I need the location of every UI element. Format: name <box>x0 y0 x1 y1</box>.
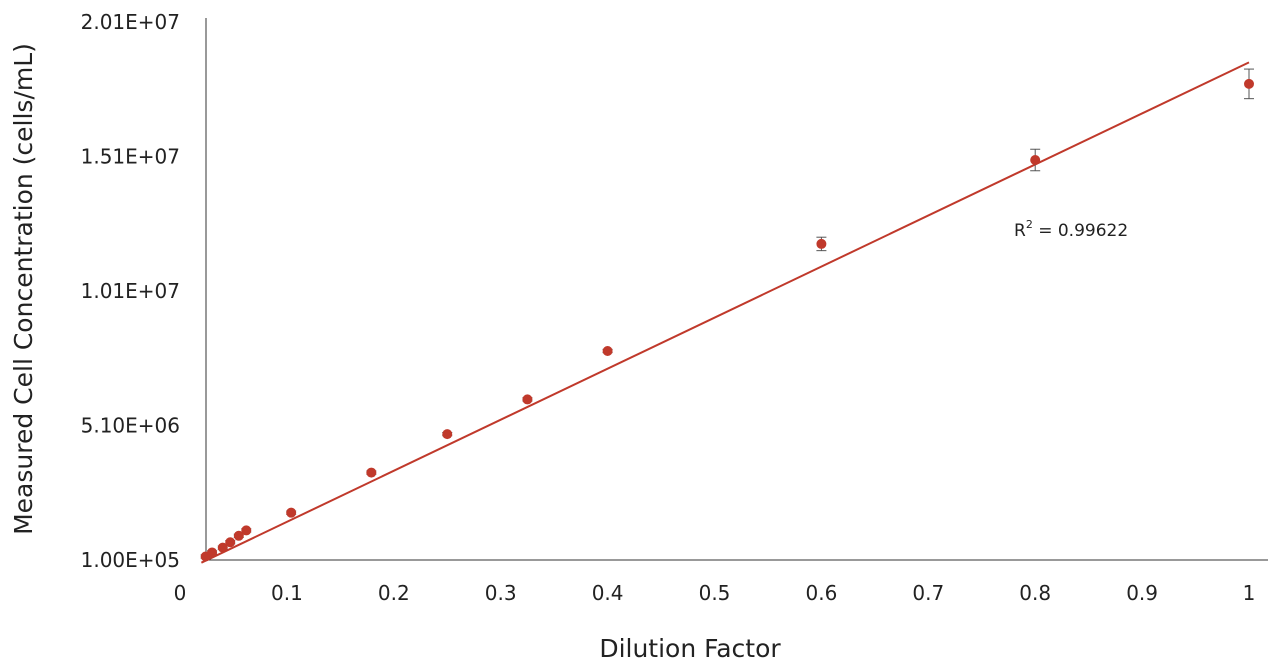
data-point <box>522 394 533 405</box>
data-point <box>241 525 252 536</box>
trendline-layer <box>200 61 1250 564</box>
data-point <box>286 507 297 518</box>
y-tick-label: 1.01E+07 <box>81 279 180 303</box>
data-point <box>602 345 613 356</box>
data-point <box>816 238 827 249</box>
data-point <box>442 429 453 440</box>
r-squared-r: R <box>1014 221 1026 241</box>
data-point <box>1030 154 1041 165</box>
data-point <box>225 537 236 548</box>
x-tick-label: 0.9 <box>1126 581 1158 605</box>
x-tick-label: 0.7 <box>912 581 944 605</box>
y-tick-label: 5.10E+06 <box>81 414 180 438</box>
x-tick-label: 0.2 <box>378 581 410 605</box>
data-point <box>1244 78 1254 89</box>
x-tick-label: 0.8 <box>1019 581 1051 605</box>
data-point <box>366 467 377 478</box>
r-squared-annotation: R2 = 0.99622 <box>1014 218 1128 241</box>
x-tick-label: 0.6 <box>805 581 837 605</box>
y-tick-label: 1.00E+05 <box>81 548 180 572</box>
x-tick-label: 1 <box>1243 581 1256 605</box>
x-tick-labels: 0 0.1 0.2 0.3 0.4 0.5 0.6 0.7 0.8 0.9 1 <box>174 581 1256 605</box>
x-tick-label: 0.1 <box>271 581 303 605</box>
y-axis-title: Measured Cell Concentration (cells/mL) <box>9 43 38 535</box>
x-tick-label: 0.4 <box>592 581 624 605</box>
data-point <box>207 547 218 558</box>
x-axis-title: Dilution Factor <box>599 634 781 663</box>
points-layer <box>200 78 1254 562</box>
trendline <box>200 61 1250 564</box>
data-point <box>233 530 244 541</box>
errorbar-layer <box>200 68 1254 559</box>
x-tick-label: 0 <box>174 581 187 605</box>
y-tick-labels: 1.00E+05 5.10E+06 1.01E+07 1.51E+07 2.01E+07 <box>81 10 180 572</box>
data-point <box>217 542 228 553</box>
x-tick-label: 0.3 <box>485 581 517 605</box>
y-tick-label: 2.01E+07 <box>81 10 180 34</box>
r-squared-value: = 0.99622 <box>1033 221 1128 241</box>
r-squared-superscript: 2 <box>1026 218 1033 231</box>
y-tick-label: 1.51E+07 <box>81 145 180 169</box>
x-tick-label: 0.5 <box>699 581 731 605</box>
